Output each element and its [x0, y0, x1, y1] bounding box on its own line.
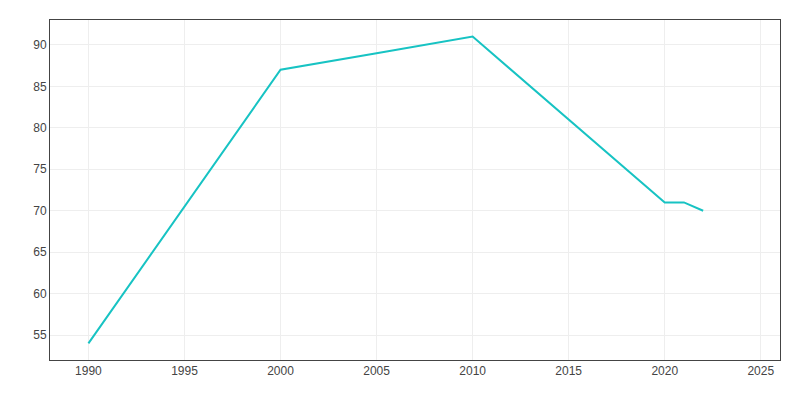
svg-text:2000: 2000 [267, 364, 294, 378]
svg-text:2025: 2025 [747, 364, 774, 378]
svg-text:2010: 2010 [459, 364, 486, 378]
svg-text:60: 60 [33, 287, 47, 301]
svg-text:80: 80 [33, 121, 47, 135]
svg-text:65: 65 [33, 245, 47, 259]
svg-text:55: 55 [33, 328, 47, 342]
svg-text:70: 70 [33, 204, 47, 218]
svg-text:2020: 2020 [651, 364, 678, 378]
svg-text:75: 75 [33, 162, 47, 176]
svg-text:2015: 2015 [555, 364, 582, 378]
svg-text:90: 90 [33, 38, 47, 52]
svg-text:85: 85 [33, 80, 47, 94]
svg-text:1995: 1995 [171, 364, 198, 378]
svg-text:2005: 2005 [363, 364, 390, 378]
svg-text:1990: 1990 [75, 364, 102, 378]
